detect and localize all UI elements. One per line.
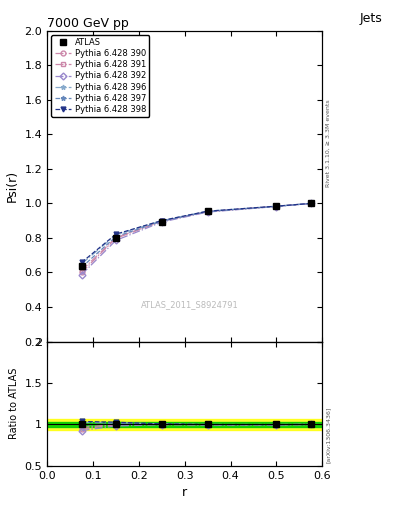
Pythia 6.428 398 [79, 260, 84, 266]
Pythia 6.428 392 [309, 200, 313, 206]
Line: Pythia 6.428 392: Pythia 6.428 392 [79, 201, 313, 277]
Legend: ATLAS, Pythia 6.428 390, Pythia 6.428 391, Pythia 6.428 392, Pythia 6.428 396, P: ATLAS, Pythia 6.428 390, Pythia 6.428 39… [51, 35, 149, 117]
Pythia 6.428 397 [274, 203, 279, 209]
X-axis label: r: r [182, 486, 187, 499]
Pythia 6.428 398 [205, 208, 210, 214]
Text: Rivet 3.1.10, ≥ 3.3M events: Rivet 3.1.10, ≥ 3.3M events [326, 99, 331, 187]
Line: Pythia 6.428 397: Pythia 6.428 397 [79, 201, 313, 270]
Text: 7000 GeV pp: 7000 GeV pp [47, 16, 129, 30]
Pythia 6.428 396 [274, 203, 279, 209]
Line: Pythia 6.428 390: Pythia 6.428 390 [79, 201, 313, 275]
Pythia 6.428 391 [114, 234, 118, 241]
Pythia 6.428 390 [205, 208, 210, 215]
Pythia 6.428 390 [114, 235, 118, 241]
Pythia 6.428 390 [309, 200, 313, 206]
Pythia 6.428 391 [79, 267, 84, 273]
Pythia 6.428 391 [274, 203, 279, 209]
Pythia 6.428 396 [309, 200, 313, 206]
Text: Jets: Jets [360, 11, 383, 25]
Pythia 6.428 391 [205, 208, 210, 215]
Line: Pythia 6.428 391: Pythia 6.428 391 [79, 201, 313, 273]
Pythia 6.428 390 [160, 218, 164, 224]
Pythia 6.428 398 [274, 203, 279, 209]
Pythia 6.428 392 [114, 237, 118, 243]
Bar [47, 419, 322, 430]
Pythia 6.428 397 [160, 218, 164, 224]
Pythia 6.428 397 [205, 208, 210, 215]
Bar [47, 422, 322, 427]
Pythia 6.428 396 [205, 208, 210, 214]
Y-axis label: Ratio to ATLAS: Ratio to ATLAS [9, 368, 19, 439]
Pythia 6.428 397 [309, 200, 313, 206]
Pythia 6.428 397 [114, 233, 118, 240]
Pythia 6.428 398 [309, 200, 313, 206]
Pythia 6.428 396 [79, 261, 84, 267]
Pythia 6.428 396 [114, 232, 118, 238]
Pythia 6.428 396 [160, 218, 164, 224]
Pythia 6.428 391 [160, 218, 164, 224]
Line: Pythia 6.428 396: Pythia 6.428 396 [79, 201, 313, 266]
Pythia 6.428 392 [274, 203, 279, 209]
Pythia 6.428 390 [79, 269, 84, 275]
Pythia 6.428 398 [160, 218, 164, 224]
Pythia 6.428 392 [205, 209, 210, 215]
Pythia 6.428 397 [79, 264, 84, 270]
Text: ATLAS_2011_S8924791: ATLAS_2011_S8924791 [141, 300, 239, 309]
Y-axis label: Psi(r): Psi(r) [6, 170, 19, 202]
Pythia 6.428 392 [160, 219, 164, 225]
Pythia 6.428 391 [309, 200, 313, 206]
Pythia 6.428 390 [274, 203, 279, 209]
Pythia 6.428 392 [79, 271, 84, 278]
Pythia 6.428 398 [114, 231, 118, 237]
Text: [arXiv:1306.3436]: [arXiv:1306.3436] [326, 407, 331, 463]
Line: Pythia 6.428 398: Pythia 6.428 398 [79, 201, 313, 265]
